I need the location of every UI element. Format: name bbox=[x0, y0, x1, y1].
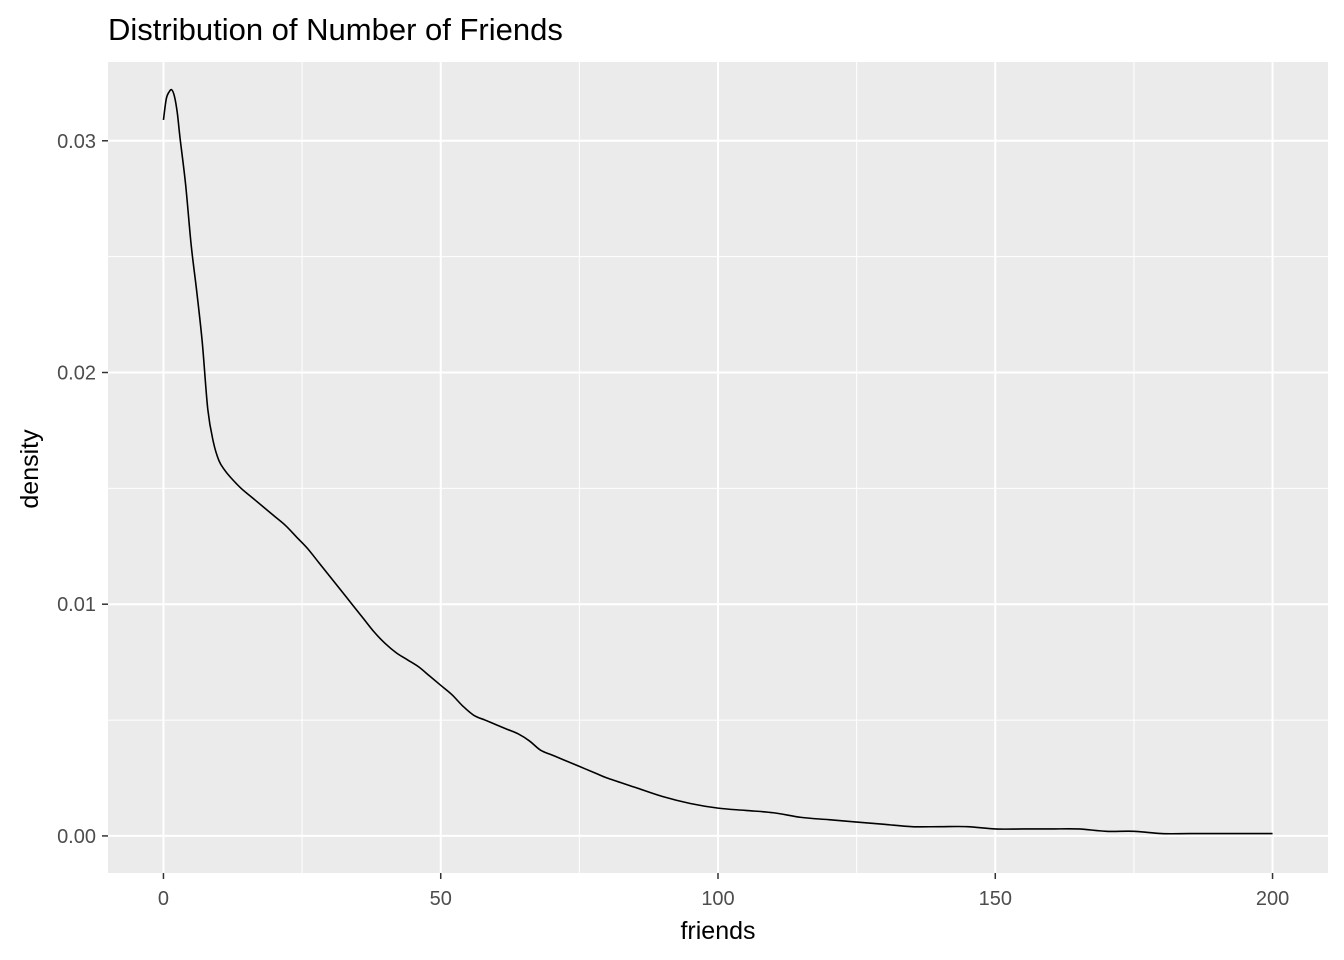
x-tick-label: 200 bbox=[1256, 888, 1289, 910]
major-gridlines bbox=[108, 62, 1328, 873]
chart-title: Distribution of Number of Friends bbox=[108, 12, 563, 47]
y-axis: 0.00 0.01 0.02 0.03 bbox=[57, 131, 108, 848]
density-curve bbox=[162, 88, 1273, 835]
x-axis-title: friends bbox=[680, 917, 755, 945]
y-tick-label: 0.03 bbox=[57, 131, 96, 153]
x-tick-label: 150 bbox=[979, 888, 1012, 910]
x-tick-label: 50 bbox=[430, 888, 452, 910]
x-tick-label: 0 bbox=[158, 888, 169, 910]
y-tick-label: 0.00 bbox=[57, 826, 96, 848]
x-axis: 0 50 100 150 200 bbox=[158, 873, 1289, 910]
y-axis-title: density bbox=[16, 429, 44, 509]
y-tick-label: 0.01 bbox=[57, 594, 96, 616]
y-tick-label: 0.02 bbox=[57, 362, 96, 384]
x-tick-label: 100 bbox=[701, 888, 734, 910]
